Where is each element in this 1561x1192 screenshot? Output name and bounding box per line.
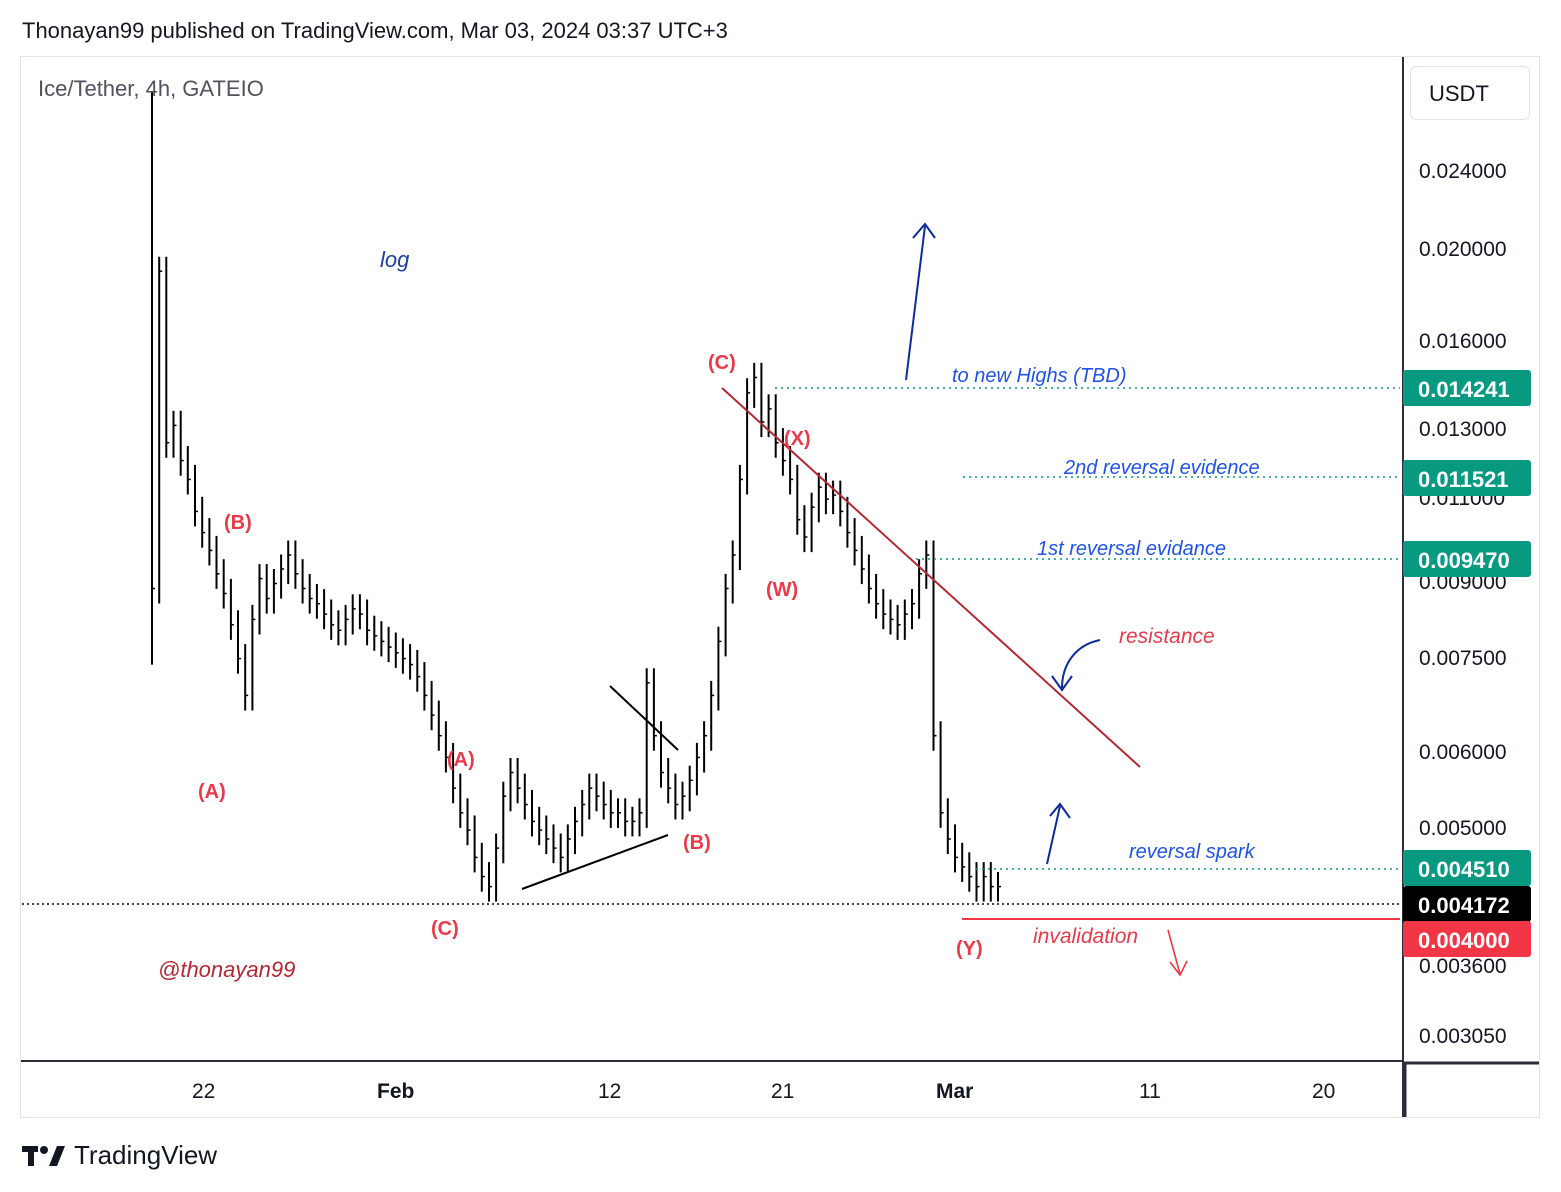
x-tick-20: 20 (1312, 1080, 1335, 1103)
y-tick-0016: 0.016000 (1419, 330, 1507, 353)
triangle-lower-line[interactable] (521, 834, 669, 890)
wave-label-Y: (Y) (956, 938, 983, 960)
wave-label-A1: (A) (198, 781, 226, 803)
wave-label-C2: (C) (708, 352, 736, 374)
triangle-upper-line[interactable] (609, 685, 679, 751)
wave-label-B2: (B) (683, 832, 711, 854)
svg-text:0.004000: 0.004000 (1418, 928, 1510, 953)
annotation-resistance: resistance (1119, 625, 1215, 648)
wave-label-C1: (C) (431, 918, 459, 940)
annotation-new-highs: to new Highs (TBD) (952, 365, 1127, 387)
price-tag-009470: 0.009470 (1403, 541, 1531, 577)
price-tag-current-004172: 0.004172 (1403, 886, 1531, 922)
y-tick-0024: 0.024000 (1419, 160, 1507, 183)
wave-label-X: (X) (784, 428, 811, 450)
footer-brand[interactable]: TradingView (22, 1140, 217, 1171)
tradingview-logo-icon (22, 1145, 65, 1166)
y-tick-0006: 0.006000 (1419, 741, 1507, 764)
svg-text:0.004510: 0.004510 (1418, 857, 1510, 882)
x-tick-11: 11 (1139, 1080, 1161, 1103)
wave-label-B1: (B) (224, 512, 252, 534)
arrow-curved-resistance-icon (1051, 639, 1101, 692)
y-tick-000305: 0.003050 (1419, 1025, 1507, 1048)
annotation-rev2: 2nd reversal evidence (1063, 457, 1260, 479)
candle-series (151, 92, 1001, 902)
x-tick-feb: Feb (377, 1080, 414, 1103)
wave-label-A2: (A) (447, 749, 475, 771)
svg-text:0.004172: 0.004172 (1418, 893, 1510, 918)
y-tick-00036: 0.003600 (1419, 955, 1507, 978)
publication-header: Thonayan99 published on TradingView.com,… (22, 18, 728, 43)
x-tick-12: 12 (598, 1080, 621, 1103)
arrow-up-new-highs-icon (905, 222, 936, 381)
annotation-rev1: 1st reversal evidance (1037, 538, 1226, 560)
wave-label-W: (W) (766, 579, 798, 601)
price-tag-004510: 0.004510 (1403, 850, 1531, 886)
arrow-down-invalidation-icon (1167, 929, 1188, 977)
currency-unit-button[interactable]: USDT (1410, 66, 1530, 120)
x-tick-21: 21 (771, 1080, 794, 1103)
resistance-trendline[interactable] (721, 387, 1141, 768)
author-watermark: @thonayan99 (158, 957, 295, 982)
x-tick-22: 22 (192, 1080, 215, 1103)
arrow-up-spark-icon (1046, 802, 1071, 865)
symbol-legend[interactable]: Ice/Tether, 4h, GATEIO (38, 76, 264, 101)
y-tick-00075: 0.007500 (1419, 647, 1507, 670)
svg-text:0.014241: 0.014241 (1418, 377, 1510, 402)
price-tag-004000: 0.004000 (1403, 921, 1531, 957)
y-tick-0005: 0.005000 (1419, 817, 1507, 840)
y-tick-0013: 0.013000 (1419, 418, 1507, 441)
footer-brand-label: TradingView (74, 1140, 218, 1170)
annotation-invalidation: invalidation (1033, 925, 1138, 948)
y-tick-0020: 0.020000 (1419, 238, 1507, 261)
x-tick-mar: Mar (936, 1080, 973, 1103)
price-tag-011521: 0.011521 (1403, 460, 1531, 496)
svg-text:0.011521: 0.011521 (1418, 467, 1509, 492)
annotation-spark: reversal spark (1129, 841, 1256, 863)
log-label: log (380, 247, 410, 272)
svg-text:0.009470: 0.009470 (1418, 548, 1510, 573)
price-tag-014241: 0.014241 (1403, 370, 1531, 406)
chart-frame (20, 56, 1540, 1118)
